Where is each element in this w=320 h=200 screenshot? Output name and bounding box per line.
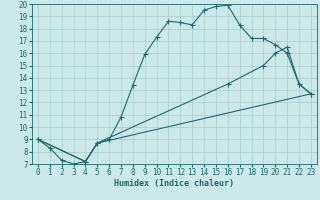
X-axis label: Humidex (Indice chaleur): Humidex (Indice chaleur) xyxy=(115,179,234,188)
